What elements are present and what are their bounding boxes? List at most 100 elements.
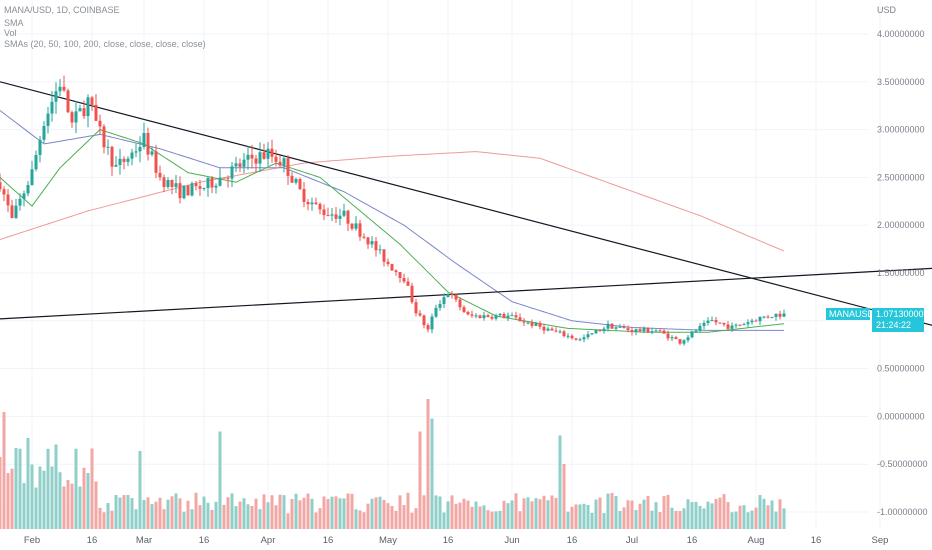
volume-bar bbox=[54, 444, 58, 529]
price-tick-label: 3.00000000 bbox=[877, 125, 925, 135]
candle-body bbox=[602, 328, 606, 332]
volume-bar bbox=[286, 513, 290, 529]
candle-body bbox=[674, 337, 678, 340]
candle-body bbox=[410, 285, 414, 303]
candle-body bbox=[106, 146, 110, 148]
candle-body bbox=[306, 201, 310, 205]
candle-body bbox=[522, 321, 526, 323]
volume-bar bbox=[482, 505, 486, 529]
candle-body bbox=[530, 322, 534, 326]
candle-body bbox=[98, 120, 102, 127]
candle-body bbox=[694, 330, 698, 332]
volume-bar bbox=[746, 512, 750, 529]
volume-bar bbox=[222, 504, 226, 529]
candle-body bbox=[326, 215, 330, 217]
candle-body bbox=[58, 86, 62, 92]
candle-body bbox=[562, 331, 566, 337]
candle-body bbox=[234, 163, 238, 167]
volume-bar bbox=[766, 505, 770, 529]
candle-body bbox=[146, 132, 150, 155]
volume-bar bbox=[654, 502, 658, 529]
volume-bar bbox=[182, 511, 186, 529]
candle-body bbox=[90, 97, 94, 105]
candle-body bbox=[66, 90, 70, 113]
candle-body bbox=[558, 331, 562, 333]
candle-body bbox=[486, 315, 490, 317]
volume-bar bbox=[558, 435, 562, 529]
volume-bar bbox=[434, 495, 438, 529]
volume-bar bbox=[602, 513, 606, 529]
volume-bar bbox=[706, 501, 710, 529]
time-tick-label: 16 bbox=[323, 535, 334, 546]
candle-body bbox=[242, 159, 246, 167]
volume-bar bbox=[118, 497, 122, 529]
candle-body bbox=[494, 315, 498, 319]
trend-lines[interactable] bbox=[0, 81, 932, 340]
candle-body bbox=[582, 337, 586, 340]
indicator-vol-label[interactable]: Vol bbox=[4, 28, 17, 38]
indicator-smas-label[interactable]: SMAs (20, 50, 100, 200, close, close, cl… bbox=[4, 39, 206, 49]
time-tick-label: 16 bbox=[443, 535, 454, 546]
candle-body bbox=[390, 264, 394, 271]
price-tick-label: 0.00000000 bbox=[877, 411, 925, 421]
volume-bar bbox=[270, 495, 274, 529]
volume-bar bbox=[258, 509, 262, 529]
price-tick-label: 4.00000000 bbox=[877, 29, 925, 39]
volume-bar bbox=[638, 503, 642, 529]
volume-bar bbox=[418, 431, 422, 529]
candle-body bbox=[690, 331, 694, 338]
price-tick-label: -1.00000000 bbox=[877, 507, 928, 517]
candle-body bbox=[762, 316, 766, 318]
volume-bar bbox=[2, 412, 6, 529]
candle-body bbox=[174, 183, 178, 187]
volume-bar bbox=[202, 496, 206, 529]
symbol-tag bbox=[826, 307, 870, 320]
candle-body bbox=[346, 210, 350, 224]
volume-bar bbox=[158, 497, 162, 529]
candle-body bbox=[158, 172, 162, 178]
volume-bar bbox=[338, 498, 342, 529]
candle-body bbox=[402, 278, 406, 282]
price-tick-label: 2.50000000 bbox=[877, 172, 925, 182]
volume-bar bbox=[678, 510, 682, 529]
candle-body bbox=[342, 210, 346, 216]
volume-bar bbox=[294, 493, 298, 529]
volume-bar bbox=[686, 499, 690, 529]
volume-bar bbox=[494, 511, 498, 529]
candle-body bbox=[498, 313, 502, 316]
candle-body bbox=[422, 315, 426, 326]
volume-bar bbox=[254, 498, 258, 529]
candle-body bbox=[18, 198, 22, 206]
candle-body bbox=[154, 151, 158, 173]
volume-bar bbox=[22, 483, 26, 529]
volume-bar bbox=[518, 511, 522, 529]
volume-bar bbox=[618, 511, 622, 529]
volume-bar bbox=[446, 501, 450, 529]
volume-bar bbox=[574, 504, 578, 529]
candle-body bbox=[490, 316, 494, 319]
candle-body bbox=[430, 316, 434, 330]
time-tick-label: May bbox=[379, 535, 397, 546]
volume-bar bbox=[346, 493, 350, 529]
candle-body bbox=[754, 320, 758, 322]
candle-body bbox=[338, 215, 342, 219]
candle-body bbox=[610, 323, 614, 329]
volume-bar bbox=[454, 503, 458, 529]
candle-body bbox=[646, 327, 650, 333]
volume-bar bbox=[0, 456, 2, 529]
candle-body bbox=[198, 186, 202, 189]
time-tick-label: Feb bbox=[24, 535, 40, 546]
indicator-sma-label[interactable]: SMA bbox=[4, 18, 24, 28]
volume-bar bbox=[190, 509, 194, 529]
volume-bar bbox=[278, 494, 282, 529]
volume-bar bbox=[406, 492, 410, 529]
candle-body bbox=[470, 314, 474, 316]
candle-body bbox=[586, 334, 590, 338]
candle-body bbox=[162, 177, 166, 187]
candle-body bbox=[322, 209, 326, 216]
candle-body bbox=[606, 323, 610, 329]
time-axis[interactable]: Feb16Mar16Apr16May16Jun16Jul16Aug16Sep16 bbox=[24, 535, 932, 546]
volume-bar bbox=[230, 493, 234, 529]
descending-trendline bbox=[0, 81, 932, 326]
